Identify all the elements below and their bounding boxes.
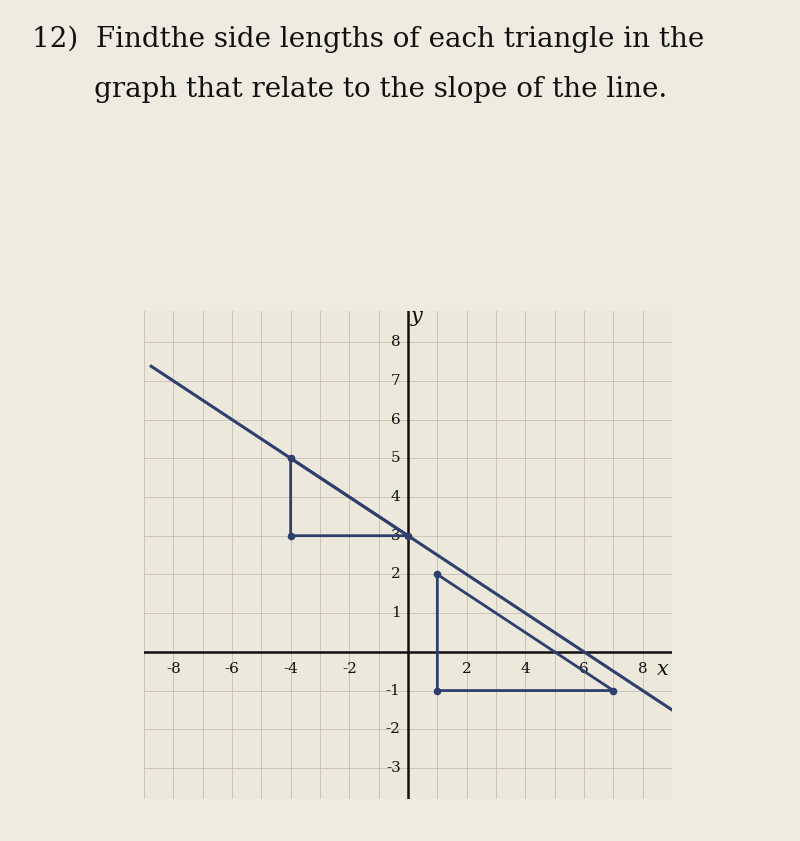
Text: 1: 1: [391, 606, 401, 620]
Text: -6: -6: [225, 662, 239, 675]
Text: x: x: [658, 659, 669, 679]
Text: -4: -4: [283, 662, 298, 675]
Text: y: y: [411, 308, 422, 326]
Text: 2: 2: [391, 568, 401, 581]
Text: -1: -1: [386, 684, 401, 697]
Text: 6: 6: [579, 662, 589, 675]
Text: -2: -2: [342, 662, 357, 675]
Text: 5: 5: [391, 452, 401, 465]
Text: -3: -3: [386, 761, 401, 775]
Text: -2: -2: [386, 722, 401, 736]
Text: 6: 6: [391, 413, 401, 426]
Text: 12)  Findthe side lengths of each triangle in the: 12) Findthe side lengths of each triangl…: [32, 25, 704, 53]
Text: graph that relate to the slope of the line.: graph that relate to the slope of the li…: [32, 76, 667, 103]
Text: 4: 4: [521, 662, 530, 675]
Text: 7: 7: [391, 374, 401, 388]
Text: -8: -8: [166, 662, 181, 675]
Text: 8: 8: [638, 662, 647, 675]
Text: 2: 2: [462, 662, 471, 675]
Text: 8: 8: [391, 336, 401, 349]
Text: 4: 4: [391, 490, 401, 504]
Text: 3: 3: [391, 529, 401, 542]
